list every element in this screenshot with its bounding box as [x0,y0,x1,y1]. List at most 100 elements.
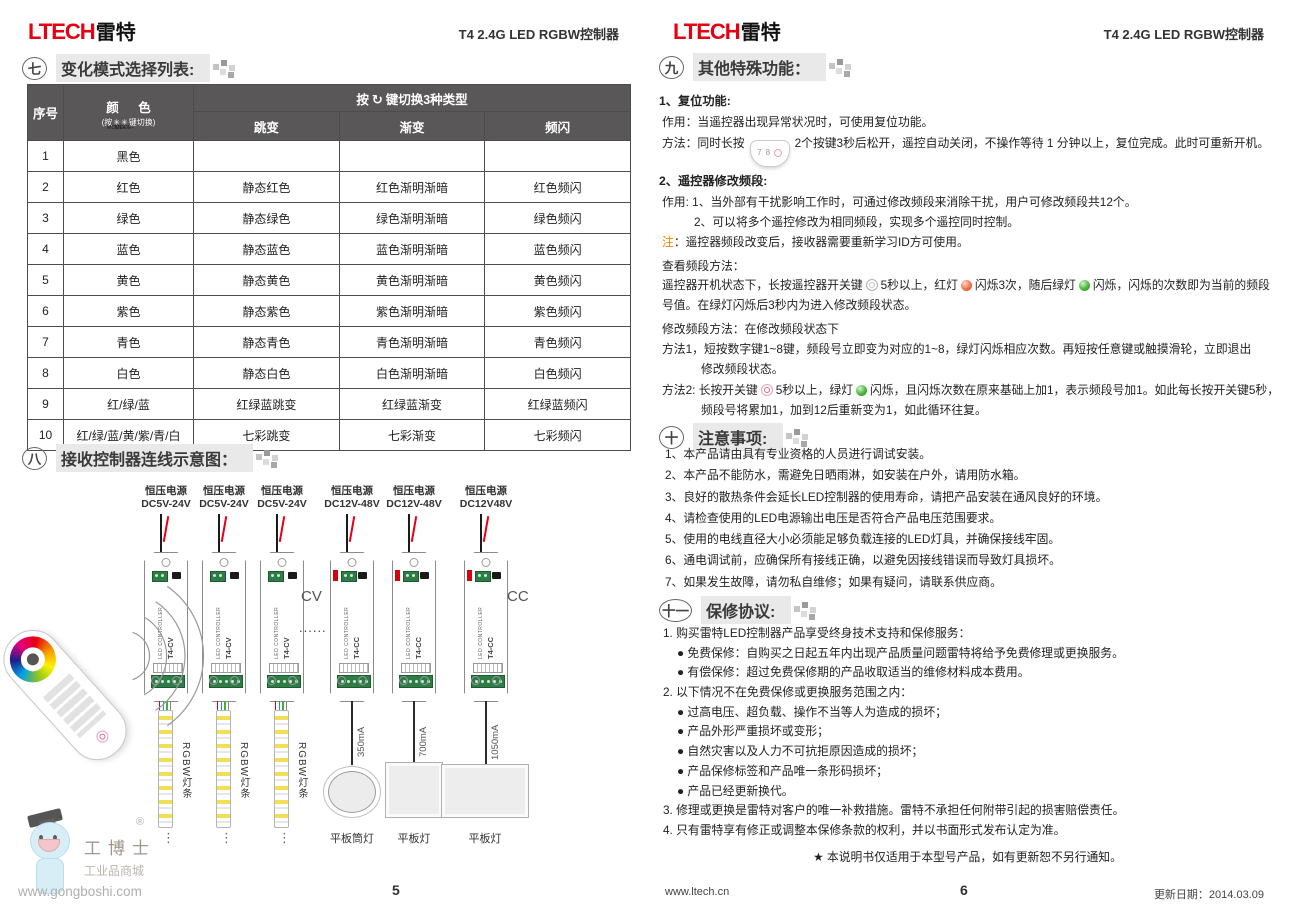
watermark-name: 工博士 [84,839,156,858]
ellipsis: ...... [299,620,327,635]
view-freq-line2: 号值。在绿灯闪烁后3秒内为进入修改频段状态。 [662,298,917,312]
pixel-decoration [256,450,284,466]
section-8-number: 八 [22,446,47,470]
strip-label: RGBW灯条 [238,742,249,800]
logo-text-cn: 雷特 [95,22,136,44]
section-9-number: 九 [659,55,684,79]
note-item: 3、良好的散热条件会延长LED控制器的使用寿命，请把产品安装在通风良好的环境。 [665,489,1108,504]
mini-power-icon [774,149,783,157]
modify-freq-title: 修改频段方法：在修改频段状态下 [662,322,839,336]
footer-date: 更新日期：2014.03.09 [1153,889,1264,901]
diagonal-cell [193,140,340,172]
table-row: 4 蓝色 静态蓝色 蓝色渐明渐暗 蓝色频闪 [27,233,631,265]
page-number: 6 [960,882,968,898]
freq-note: 注：遥控器频段改变后，接收器需要重新学习ID方可使用。 [662,235,969,249]
table-row: 9 红/绿/蓝 红绿蓝跳变 红绿蓝渐变 红绿蓝频闪 [27,388,631,420]
psu-label: 恒压电源 DC5V-24V [141,485,191,510]
warranty-item: ● 产品外形严重损坏或变形； [677,724,829,739]
pixel-decoration [829,59,857,75]
warranty-item: ● 免费保修：自购买之日起五年内出现产品质量问题雷特将给予免费修理或更换服务。 [677,645,1124,660]
section-8-title: 接收控制器连线示意图： [56,444,254,472]
warranty-item: 1. 购买雷特LED控制器产品享受终身技术支持和保修服务： [663,626,971,640]
section-11-header: 十一 保修协议: [659,596,822,624]
method2-line2: 频段号将累加1，加到12后重新变为1，如此循环往复。 [701,403,987,417]
panel-light-square [385,762,443,818]
mode-plus-icon: ✳ MODE+ [106,117,127,131]
table-row: 7 青色 静态青色 青色渐明渐暗 青色频闪 [27,326,631,358]
gongboshi-watermark: ® 工博士 工业品商城 www.gongboshi.com [18,808,228,906]
color-header-line1: 颜 色 [106,101,159,115]
mascot-head [30,822,70,860]
continuation-dots: ⋮ [162,830,176,845]
psu-label: 恒压电源 DC12V-48V [324,485,380,510]
pixel-decoration [794,602,822,618]
controller-t4-cv: LED CONTROLLER T4-CV [260,552,304,702]
section-10-number: 十 [659,425,684,449]
table-row: 3 绿色 静态绿色 绿色渐明渐暗 绿色频闪 [27,202,631,234]
output-wires [275,701,288,710]
remote-buttons [40,671,107,739]
lamp-cable [351,701,353,765]
signal-arcs-icon [132,585,205,727]
freq-role-2: 2、可以将多个遥控修改为相同频段，实现多个遥控同时控制。 [694,215,1020,229]
mode-table: 序号 颜 色 (按 ✳ MODE+ ✳ MODE- 键切换) 按 ↻ 键切换3种类型 跳… [27,84,631,451]
continuation-dots: ⋮ [278,830,292,845]
wiring-diagram: 恒压电源 DC5V-24V 恒压电源 DC5V-24V 恒压电源 DC5V-24V 恒… [0,0,645,912]
lamp-label: 平板灯 [468,833,502,845]
psu-label: 恒压电源 DC12V48V [459,485,513,510]
logo-text-ltech: LTECH [673,19,741,44]
power-wire [276,514,278,554]
current-label: 350mA [356,726,367,757]
col-header-fade: 渐变 [338,111,486,141]
continuation-dots: ⋮ [220,830,234,845]
note-item: 2、本产品不能防水，需避免日晒雨淋，如安装在户外，请用防水箱。 [665,468,1026,483]
power-wire [408,514,410,554]
controller-t4-cv: LED CONTROLLER T4-CV [202,552,246,702]
cc-group-label: CC [507,588,529,605]
warranty-item: 3. 修理或更换是雷特对客户的唯一补救措施。雷特不承担任何附带引起的损害赔偿责任… [663,803,1125,818]
table-row: 1 黑色 [27,140,631,172]
note-label: 注 [662,235,674,249]
red-led-icon [960,279,972,291]
watermark-subtitle: 工业品商城 [84,864,145,878]
power-wire-red [410,516,417,542]
section-9-header: 九 其他特殊功能： [659,53,857,81]
diagonal-cell [484,140,631,172]
logo-text-cn: 雷特 [740,22,781,44]
doc-title: T4 2.4G LED RGBW控制器 [1103,27,1264,42]
power-key-icon [865,279,878,291]
power-wire-red [482,516,489,542]
power-wire-red [162,516,169,542]
col-header-color: 颜 色 (按 ✳ MODE+ ✳ MODE- 键切换) [63,84,194,141]
controller-t4-cc: LED CONTROLLER T4-CC [464,552,508,702]
color-header-line2: (按 ✳ MODE+ ✳ MODE- 键切换) [65,117,192,131]
lamp-label: 平板筒灯 [330,833,374,845]
table-row: 5 黄色 静态黄色 黄色渐明渐暗 黄色频闪 [27,264,631,296]
logo-text-ltech: LTECH [28,19,96,44]
reset-function-role: 作用：当遥控器出现异常状况时，可使用复位功能。 [662,115,934,129]
warranty-list: 1. 购买雷特LED控制器产品享受终身技术支持和保修服务： ● 免费保修：自购买… [663,624,1124,841]
section-10-title: 注意事项: [693,423,784,451]
note-item: 4、请检查使用的LED电源输出电压是否符合产品电压范围要求。 [665,510,1002,525]
section-7-number: 七 [22,56,47,80]
lamp-cable [485,701,487,765]
strip-label: RGBW灯条 [296,742,307,800]
power-wire-red [220,516,227,542]
controller-t4-cv: LED CONTROLLER T4-CV [144,552,188,702]
table-row: 6 紫色 静态紫色 紫色渐明渐暗 紫色频闪 [27,295,631,327]
col-header-jump: 跳变 [193,111,340,141]
green-led-icon [856,384,868,396]
method1-line1: 方法1，短按数字键1~8键，频段号立即变为对应的1~8，绿灯闪烁相应次数。再短按… [662,342,1252,356]
ltech-logo: LTECH雷特 [673,16,781,45]
color-header-pre: (按 [101,118,113,127]
panel-downlight [323,766,381,818]
col-header-strobe: 频闪 [484,111,631,141]
freq-modify-title: 2、遥控器修改频段: [659,174,768,188]
section-7-header: 七 变化模式选择列表: [22,54,241,82]
watermark-url: www.gongboshi.com [18,884,142,899]
col-header-no: 序号 [27,84,64,141]
remote-power-button [93,728,111,746]
warranty-item: ● 产品保修标签和产品唯一条形码损坏； [677,763,888,778]
current-label: 1050mA [490,724,501,760]
